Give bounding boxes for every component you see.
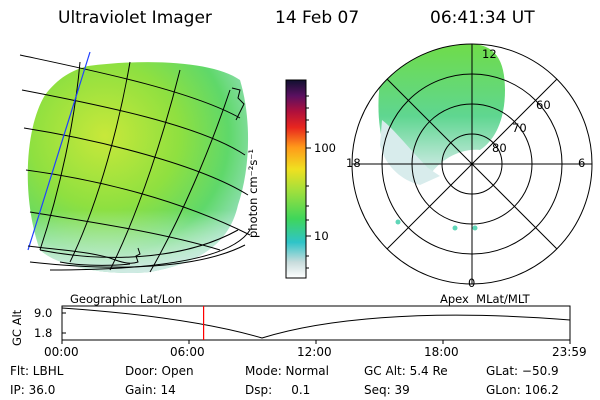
status-dsp: Dsp: 0.1: [245, 383, 311, 397]
altitude-plot: [61, 305, 571, 344]
polar-plot: [351, 43, 593, 285]
instrument-title: Ultraviolet Imager: [58, 8, 212, 28]
x-tick-0600: 06:00: [170, 345, 205, 359]
mlt-label-12: 12: [482, 47, 497, 61]
status-flt: Flt: LBHL: [10, 364, 64, 378]
status-gain: Gain: 14: [125, 383, 176, 397]
status-mode: Mode: Normal: [245, 364, 329, 378]
mlt-label-0: 0: [468, 276, 476, 290]
apex-title: Apex MLat/MLT: [440, 292, 530, 306]
x-tick-0000: 00:00: [44, 345, 79, 359]
lat-label-60: 60: [536, 98, 551, 112]
lat-label-70: 70: [512, 121, 527, 135]
mlt-label-6: 6: [578, 156, 586, 170]
alt-tick-9: 9.0: [34, 306, 53, 320]
status-ip: IP: 36.0: [10, 383, 56, 397]
earth-view-image: [19, 51, 251, 274]
x-tick-2359: 23:59: [552, 345, 587, 359]
lat-label-80: 80: [492, 141, 507, 155]
status-glat: GLat: −50.9: [486, 364, 559, 378]
date-label: 14 Feb 07: [275, 8, 360, 28]
status-gc-alt: GC Alt: 5.4 Re: [364, 364, 448, 378]
alt-tick-1-8: 1.8: [34, 326, 53, 340]
status-door: Door: Open: [125, 364, 194, 378]
x-tick-1200: 12:00: [297, 345, 332, 359]
colorbar-tick-10: 10: [314, 229, 329, 243]
color-bar: [285, 79, 307, 279]
status-glon: GLon: 106.2: [486, 383, 559, 397]
x-tick-1800: 18:00: [424, 345, 459, 359]
color-bar-ticks: [306, 95, 311, 269]
time-label: 06:41:34 UT: [430, 8, 535, 28]
mlt-label-18: 18: [346, 156, 361, 170]
colorbar-unit-label: photon cm⁻²s⁻¹: [246, 149, 260, 238]
gc-alt-axis-label: GC Alt: [10, 309, 24, 346]
colorbar-tick-100: 100: [314, 141, 336, 155]
geographic-title: Geographic Lat/Lon: [70, 292, 183, 306]
status-seq: Seq: 39: [364, 383, 410, 397]
